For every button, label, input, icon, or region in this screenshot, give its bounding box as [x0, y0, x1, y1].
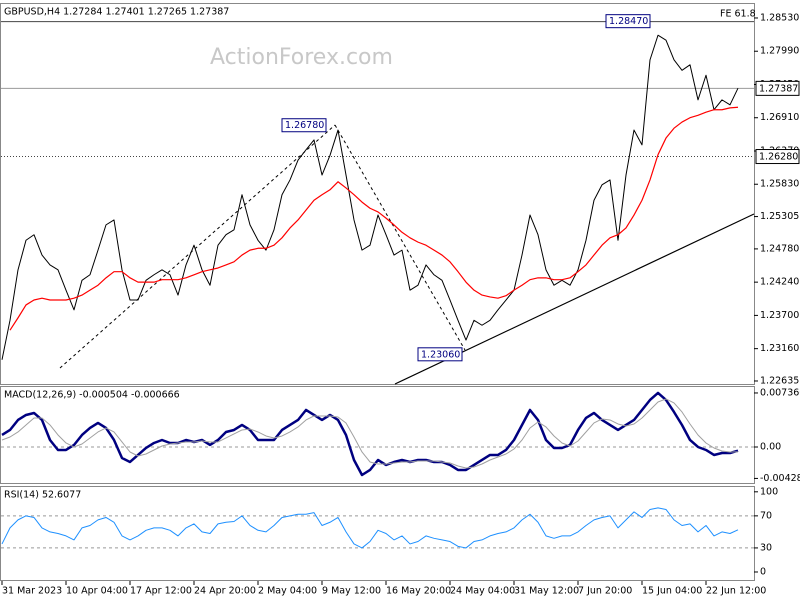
y-tick-label: 1.23160 [760, 343, 799, 354]
y-tick-label: 1.24780 [760, 243, 799, 254]
y-tick-label: 1.23700 [760, 310, 799, 321]
annotation-label: 1.28470 [609, 16, 648, 27]
x-tick-label: 31 May 12:00 [514, 586, 579, 597]
annotation-label: 1.23060 [421, 349, 460, 360]
panel-title: GBPUSD,H4 1.27284 1.27401 1.27265 1.2738… [4, 7, 229, 18]
series-line [1, 391, 739, 477]
y-tick-label: 0.007366 [760, 387, 800, 398]
x-tick-label: 16 May 20:00 [386, 586, 451, 597]
x-tick-label: 17 Apr 12:00 [130, 586, 192, 597]
x-tick-label: 31 Mar 2023 [2, 586, 62, 597]
annotation-box [605, 14, 651, 29]
price-label: 1.26280 [759, 152, 798, 163]
x-tick-label: 15 Jun 04:00 [642, 586, 702, 597]
y-tick-label: 70 [760, 510, 772, 521]
series-line [1, 34, 739, 360]
x-tick-label: 7 Jun 20:00 [578, 586, 632, 597]
panel-title: MACD(12,26,9) -0.000504 -0.000666 [4, 390, 180, 401]
y-tick-label: 1.26910 [760, 112, 799, 123]
series-line [9, 106, 739, 331]
x-tick-label: 22 Jun 12:00 [706, 586, 766, 597]
y-tick-label: 0 [760, 566, 766, 577]
x-tick-label: 24 May 04:00 [450, 586, 515, 597]
price-label-box [755, 80, 800, 96]
watermark: ActionForex.com [210, 45, 393, 70]
fib-line [59, 124, 336, 369]
price-label: 1.27387 [759, 83, 798, 94]
series-line [1, 507, 739, 549]
annotation-box [417, 347, 463, 362]
y-tick-label: -0.004286 [760, 473, 800, 484]
price-label-box [755, 149, 800, 165]
price-panel-frame [0, 3, 755, 385]
x-tick-label: 24 Apr 20:00 [194, 586, 256, 597]
x-tick-label: 9 May 12:00 [322, 586, 381, 597]
y-tick-label: 1.27990 [760, 46, 799, 57]
panel-title: RSI(14) 52.6077 [4, 490, 81, 501]
series-line [1, 398, 739, 469]
y-tick-label: 0.00 [760, 441, 781, 452]
y-tick-label: 1.24240 [760, 277, 799, 288]
x-tick-label: 2 May 04:00 [258, 586, 317, 597]
fib-line [334, 124, 466, 351]
macd-panel-frame [0, 386, 755, 484]
y-tick-label: 1.25305 [760, 211, 799, 222]
y-tick-label: 1.22635 [760, 375, 799, 386]
annotation-box [281, 118, 327, 133]
y-tick-label: 1.25830 [760, 179, 799, 190]
rsi-panel-frame [0, 486, 755, 581]
y-tick-label: 100 [760, 486, 778, 497]
annotation-label: 1.26780 [285, 120, 324, 131]
y-tick-label: 1.28530 [760, 12, 799, 23]
fib-label: FE 61.8 [720, 9, 756, 20]
x-tick-label: 10 Apr 04:00 [66, 586, 128, 597]
y-tick-label: 30 [760, 542, 772, 553]
